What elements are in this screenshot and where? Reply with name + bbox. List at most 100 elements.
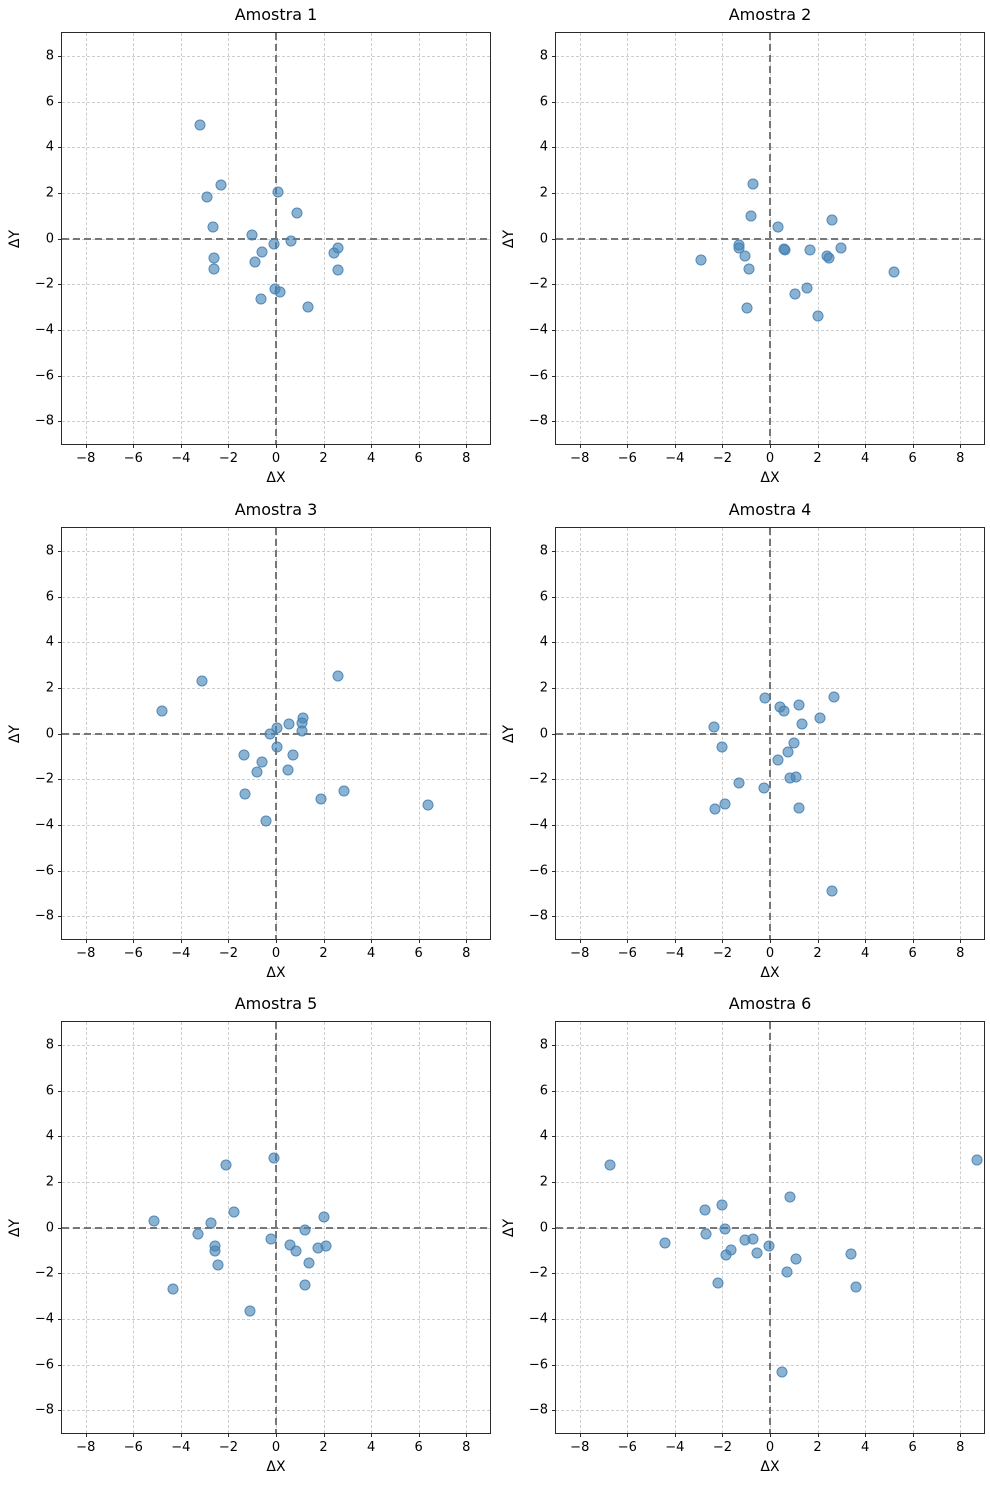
x-tick-mark [960, 444, 962, 448]
data-point [733, 777, 745, 789]
data-point [291, 207, 303, 219]
x-tick-mark [323, 939, 325, 943]
y-tick-label: 6 [45, 1083, 54, 1098]
y-tick-label: −6 [528, 368, 548, 383]
x-tick-label: 8 [462, 451, 471, 466]
data-point [422, 799, 434, 811]
y-tick-label: 0 [539, 1220, 548, 1235]
y-tick-mark [58, 1181, 62, 1183]
data-point [604, 1159, 615, 1171]
x-tick-mark [466, 1433, 468, 1437]
subplot-amostra-6: Amostra 6 ΔY −8 −6 −4 −2 0 2 4 6 8 −8 −6 −4 −2 0 2 4 6 8 … [501, 994, 985, 1475]
y-tick-label: −8 [34, 413, 54, 429]
subplot-amostra-1: Amostra 1 ΔY −8 −6 −4 −2 0 2 4 6 8 −8 −6 −4 −2 0 2 4 6 8 … [7, 5, 491, 486]
data-point [320, 1240, 332, 1252]
x-tick-label: 4 [860, 946, 870, 961]
y-tick-label: 2 [539, 680, 548, 696]
y-tick-mark [58, 1090, 62, 1092]
y-tick-label: −6 [528, 863, 548, 878]
y-tick-label: 4 [539, 1128, 548, 1144]
x-axis-label: ΔX [266, 470, 286, 486]
data-point [739, 250, 751, 262]
x-tick-label: 4 [366, 1440, 376, 1455]
data-point [296, 725, 308, 737]
y-tick-mark [552, 687, 556, 689]
data-point [804, 244, 816, 256]
x-tick-mark [579, 444, 581, 448]
y-tick-mark [58, 596, 62, 598]
y-tick-mark [552, 329, 556, 331]
y-tick-label: −4 [34, 322, 54, 338]
x-tick-mark [323, 1433, 325, 1437]
y-tick-label: −8 [34, 908, 54, 924]
x-tick-label: 0 [271, 1440, 281, 1455]
y-tick-label: 2 [45, 680, 54, 696]
data-point [814, 712, 826, 724]
data-point [758, 782, 770, 794]
y-tick-mark [58, 329, 62, 331]
data-point [148, 1215, 160, 1227]
x-tick-mark [770, 444, 771, 448]
x-tick-mark [770, 1433, 771, 1437]
y-tick-label: 8 [45, 1037, 54, 1053]
x-tick-label: 0 [271, 946, 281, 961]
y-tick-mark [58, 375, 62, 377]
y-tick-label: −4 [528, 322, 548, 338]
y-tick-label: −2 [528, 1265, 548, 1281]
y-tick-label: −6 [34, 863, 54, 878]
x-tick-label: −2 [712, 1440, 733, 1455]
x-tick-label: −2 [218, 1440, 239, 1455]
data-point [271, 722, 283, 734]
y-tick-mark [552, 642, 556, 644]
x-tick-label: 2 [319, 946, 328, 961]
x-axis-label: ΔX [266, 965, 286, 981]
data-point [776, 1366, 788, 1378]
data-point [209, 1245, 221, 1257]
y-tick-mark [58, 642, 62, 644]
data-point [192, 1228, 204, 1240]
data-point [283, 718, 295, 730]
data-point [720, 1249, 732, 1261]
x-tick-mark [466, 939, 468, 943]
y-tick-mark [552, 1090, 556, 1092]
data-point [251, 766, 263, 778]
x-tick-label: −6 [617, 946, 637, 961]
x-tick-label: 4 [366, 451, 376, 466]
x-tick-mark [133, 1433, 135, 1437]
x-tick-mark [418, 444, 420, 448]
subplot-title: Amostra 2 [728, 5, 812, 24]
x-tick-mark [722, 939, 724, 943]
x-tick-label: −6 [123, 1440, 143, 1455]
data-point [265, 1233, 277, 1245]
data-point [709, 803, 721, 815]
subplot-amostra-2: Amostra 2 ΔY −8 −6 −4 −2 0 2 4 6 8 −8 −6 −4 −2 0 2 4 6 8 … [501, 5, 985, 486]
y-tick-mark [552, 733, 556, 735]
data-point [315, 793, 327, 805]
y-tick-mark [58, 779, 62, 781]
x-tick-label: −8 [570, 946, 590, 961]
y-tick-mark [58, 284, 62, 286]
x-tick-mark [228, 444, 230, 448]
data-point [215, 179, 227, 191]
data-point [167, 1283, 179, 1295]
y-tick-mark [552, 1364, 556, 1366]
data-point [700, 1228, 712, 1240]
data-point [790, 1253, 802, 1265]
x-tick-label: 6 [414, 451, 423, 466]
x-axis-label: ΔX [760, 1459, 780, 1475]
subplot-amostra-5: Amostra 5 ΔY −8 −6 −4 −2 0 2 4 6 8 −8 −6 −4 −2 0 2 4 6 8 … [7, 994, 491, 1475]
x-tick-label: −8 [570, 1440, 590, 1455]
data-point [282, 764, 294, 776]
x-tick-mark [865, 939, 867, 943]
y-tick-mark [58, 55, 62, 57]
x-tick-mark [371, 444, 373, 448]
y-tick-label: 8 [539, 543, 548, 559]
y-tick-label: −4 [528, 817, 548, 833]
x-tick-mark [817, 939, 819, 943]
y-tick-label: 0 [539, 231, 548, 246]
x-tick-label: −6 [123, 946, 143, 961]
y-axis-label: ΔY [501, 724, 517, 743]
zero-line-horizontal [556, 1226, 984, 1229]
y-tick-mark [58, 687, 62, 689]
